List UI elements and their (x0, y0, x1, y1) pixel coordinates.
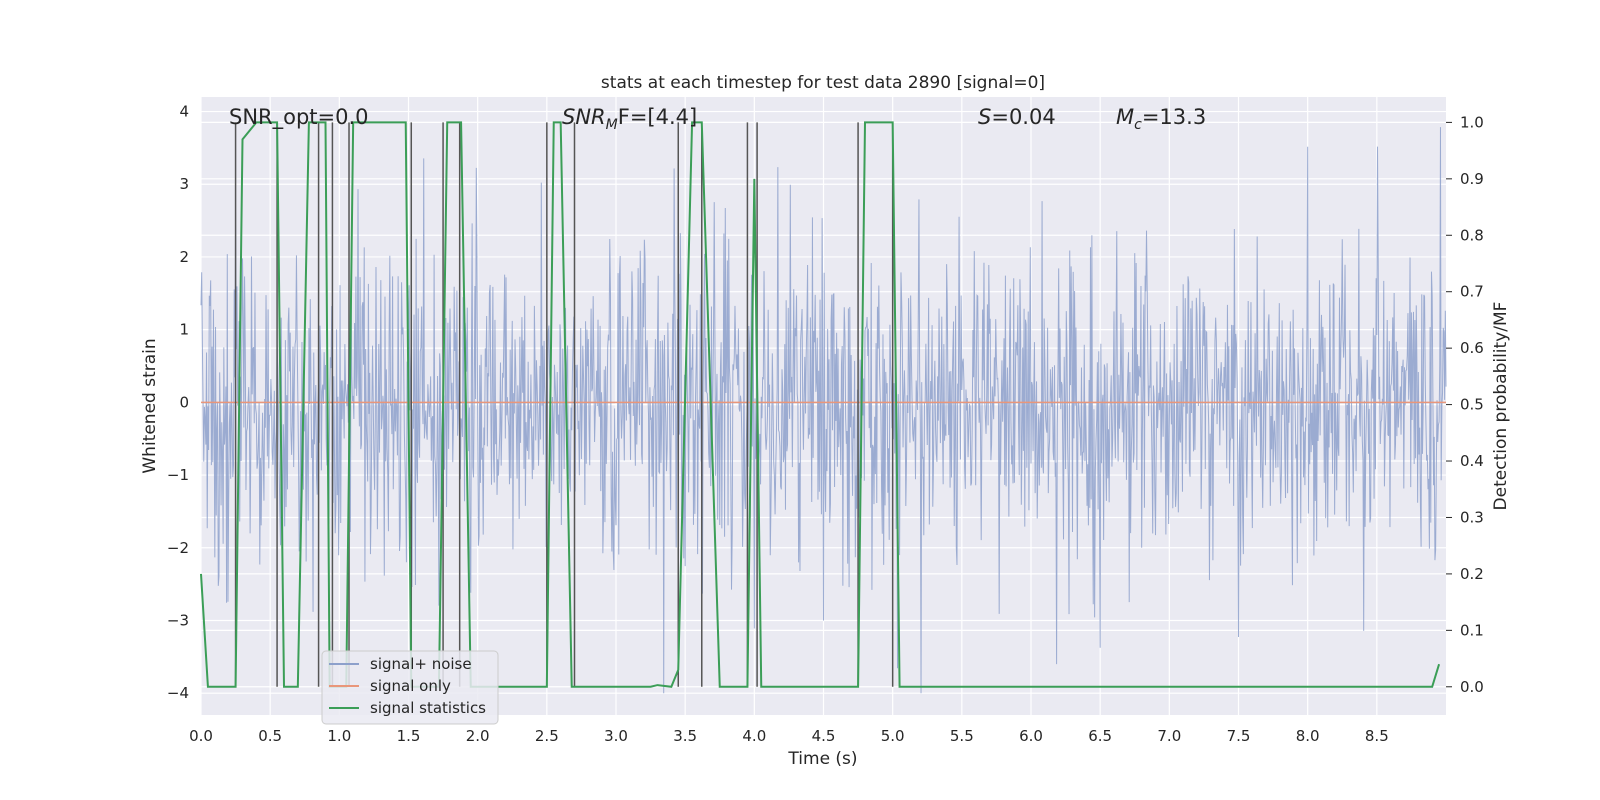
x-tick-label-7: 3.5 (673, 727, 697, 745)
y-right-tick-label-8: 0.2 (1460, 565, 1484, 583)
legend-label-signal-only: signal only (370, 677, 451, 695)
x-tick-label-5: 2.5 (535, 727, 559, 745)
x-tick-label-3: 1.5 (397, 727, 421, 745)
y-right-tick-labels: 1.0 0.9 0.8 0.7 0.6 0.5 0.4 0.3 0.2 0.1 0.0 (1446, 113, 1484, 696)
y-right-tick-label-10: 0.0 (1460, 678, 1484, 696)
x-axis-label: Time (s) (787, 749, 857, 769)
y-left-tick-label-6: −2 (167, 539, 189, 557)
y-left-tick-label-2: 2 (179, 248, 189, 266)
y-right-tick-label-1: 0.9 (1460, 170, 1484, 188)
legend-label-signal-noise: signal+ noise (370, 655, 472, 673)
y-right-axis-label: Detection probability/MF (1491, 302, 1511, 511)
y-left-tick-label-5: −1 (167, 466, 189, 484)
legend: signal+ noise signal only signal statist… (321, 650, 499, 725)
y-left-axis-label: Whitened strain (140, 338, 160, 473)
x-tick-label-0: 0.0 (189, 727, 213, 745)
legend-label-signal-statistics: signal statistics (370, 699, 486, 717)
x-tick-label-13: 6.5 (1088, 727, 1112, 745)
y-left-tick-label-4: 0 (179, 393, 189, 411)
y-left-tick-labels: 4 3 2 1 0 −1 −2 −3 −4 (167, 103, 189, 703)
x-tick-label-12: 6.0 (1019, 727, 1043, 745)
chart-title: stats at each timestep for test data 289… (601, 73, 1045, 93)
y-right-tick-label-9: 0.1 (1460, 621, 1484, 639)
signal-statistics-line (200, 121, 1441, 688)
y-left-tick-label-1: 3 (179, 175, 189, 193)
signal-statistics-series (200, 121, 1441, 688)
x-tick-label-6: 3.0 (604, 727, 628, 745)
annotation-mc: Mc=13.3 (1116, 105, 1206, 133)
x-tick-label-9: 4.5 (812, 727, 836, 745)
x-tick-label-1: 0.5 (258, 727, 282, 745)
annotation-s: S=0.04 (978, 105, 1056, 129)
y-right-tick-label-0: 1.0 (1460, 113, 1484, 131)
y-right-tick-label-6: 0.4 (1460, 452, 1484, 470)
x-tick-label-17: 8.5 (1365, 727, 1389, 745)
x-tick-label-15: 7.5 (1227, 727, 1251, 745)
y-left-tick-label-0: 4 (179, 103, 189, 121)
y-right-tick-label-7: 0.3 (1460, 508, 1484, 526)
x-tick-label-2: 1.0 (327, 727, 351, 745)
x-tick-label-14: 7.0 (1157, 727, 1181, 745)
x-tick-label-8: 4.0 (742, 727, 766, 745)
x-tick-label-11: 5.5 (950, 727, 974, 745)
y-left-tick-label-8: −4 (167, 684, 189, 702)
y-right-tick-label-4: 0.6 (1460, 339, 1484, 357)
x-tick-label-4: 2.0 (466, 727, 490, 745)
y-left-tick-label-7: −3 (167, 611, 189, 629)
legend-box (321, 650, 499, 725)
annotation-snr-mf: SNRMF=[4.4] (562, 105, 697, 133)
y-right-tick-label-2: 0.8 (1460, 226, 1484, 244)
x-tick-label-16: 8.0 (1296, 727, 1320, 745)
y-left-tick-label-3: 1 (179, 321, 189, 339)
x-tick-labels: 0.0 0.5 1.0 1.5 2.0 2.5 3.0 3.5 4.0 4.5 5.0 5.5 6.0 6… (189, 727, 1389, 745)
y-right-tick-label-3: 0.7 (1460, 283, 1484, 301)
x-tick-label-10: 5.0 (881, 727, 905, 745)
y-right-tick-label-5: 0.5 (1460, 396, 1484, 414)
annotation-snr-opt: SNR_opt=0.0 (229, 105, 369, 130)
